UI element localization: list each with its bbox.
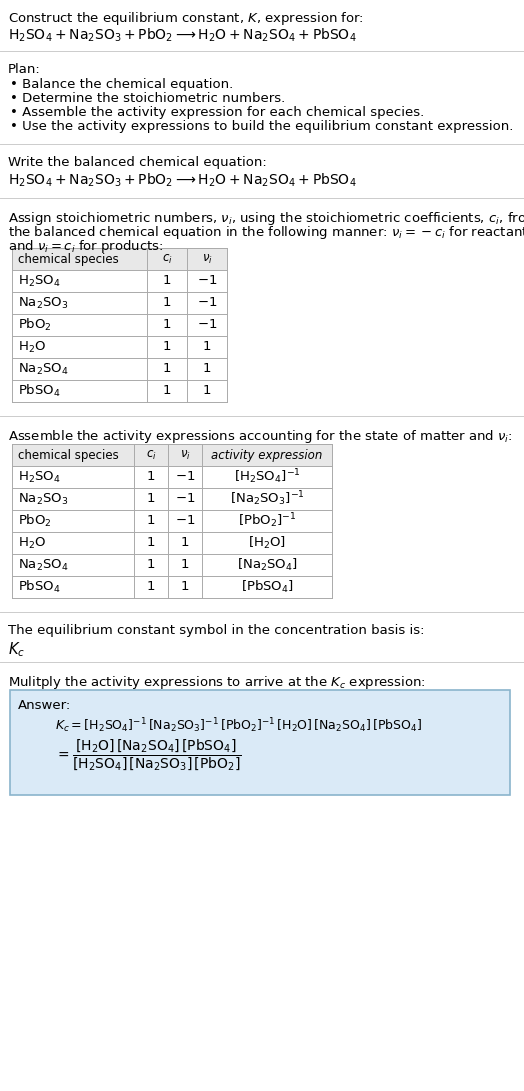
Text: $c_i$: $c_i$	[161, 252, 172, 265]
Text: 1: 1	[147, 492, 155, 505]
Text: $-1$: $-1$	[197, 297, 217, 310]
Bar	[12, 380, 227, 401]
Text: Construct the equilibrium constant, $K$, expression for:: Construct the equilibrium constant, $K$,…	[8, 10, 364, 27]
Bar	[12, 248, 227, 269]
Bar	[12, 444, 332, 466]
Bar	[12, 576, 332, 598]
Text: 1: 1	[147, 559, 155, 572]
Text: $\mathrm{Na_2SO_3}$: $\mathrm{Na_2SO_3}$	[18, 296, 69, 311]
Text: 1: 1	[163, 384, 171, 397]
Text: activity expression: activity expression	[211, 448, 323, 461]
Text: $\mathrm{H_2O}$: $\mathrm{H_2O}$	[18, 339, 46, 355]
Text: $-1$: $-1$	[175, 515, 195, 528]
Text: 1: 1	[147, 515, 155, 528]
Bar	[12, 488, 332, 509]
Text: $\mathrm{Na_2SO_3}$: $\mathrm{Na_2SO_3}$	[18, 491, 69, 506]
Text: chemical species: chemical species	[18, 252, 119, 265]
Text: $-1$: $-1$	[197, 275, 217, 288]
Text: 1: 1	[163, 275, 171, 288]
Text: 1: 1	[163, 362, 171, 375]
Bar	[12, 336, 227, 358]
Text: $1$: $1$	[202, 340, 212, 353]
Text: $\mathrm{PbO_2}$: $\mathrm{PbO_2}$	[18, 513, 52, 529]
Text: • Determine the stoichiometric numbers.: • Determine the stoichiometric numbers.	[10, 92, 285, 105]
Text: $\mathrm{PbO_2}$: $\mathrm{PbO_2}$	[18, 317, 52, 333]
Text: $c_i$: $c_i$	[146, 448, 156, 461]
Text: $\mathrm{PbSO_4}$: $\mathrm{PbSO_4}$	[18, 383, 61, 399]
Text: the balanced chemical equation in the following manner: $\nu_i = -c_i$ for react: the balanced chemical equation in the fo…	[8, 224, 524, 241]
Text: $[\mathrm{H_2SO_4}]^{-1}$: $[\mathrm{H_2SO_4}]^{-1}$	[234, 468, 300, 487]
Text: $1$: $1$	[202, 362, 212, 375]
Text: chemical species: chemical species	[18, 448, 119, 461]
Bar	[12, 554, 332, 576]
Text: Answer:: Answer:	[18, 699, 71, 712]
Text: $\mathrm{Na_2SO_4}$: $\mathrm{Na_2SO_4}$	[18, 558, 69, 573]
Text: 1: 1	[163, 340, 171, 353]
Bar	[12, 314, 227, 336]
Text: $-1$: $-1$	[175, 492, 195, 505]
Text: $\mathrm{H_2SO_4}$: $\mathrm{H_2SO_4}$	[18, 274, 61, 288]
Text: 1: 1	[147, 580, 155, 594]
Text: $\nu_i$: $\nu_i$	[180, 448, 190, 461]
Text: $\mathrm{H_2SO_4}$: $\mathrm{H_2SO_4}$	[18, 469, 61, 484]
FancyBboxPatch shape	[10, 690, 510, 795]
Text: $K_c$: $K_c$	[8, 640, 25, 659]
Text: $\mathrm{PbSO_4}$: $\mathrm{PbSO_4}$	[18, 579, 61, 595]
Text: $-1$: $-1$	[197, 319, 217, 332]
Text: $1$: $1$	[180, 559, 190, 572]
Text: $\mathrm{Na_2SO_4}$: $\mathrm{Na_2SO_4}$	[18, 361, 69, 376]
Text: Assemble the activity expressions accounting for the state of matter and $\nu_i$: Assemble the activity expressions accoun…	[8, 428, 512, 445]
Text: • Assemble the activity expression for each chemical species.: • Assemble the activity expression for e…	[10, 106, 424, 119]
Text: $1$: $1$	[202, 384, 212, 397]
Text: 1: 1	[163, 297, 171, 310]
Text: Plan:: Plan:	[8, 63, 41, 76]
Bar	[12, 269, 227, 292]
Bar	[12, 532, 332, 554]
Text: $[\mathrm{Na_2SO_4}]$: $[\mathrm{Na_2SO_4}]$	[236, 556, 298, 573]
Bar	[12, 466, 332, 488]
Text: $\mathrm{H_2SO_4 + Na_2SO_3 + PbO_2 \longrightarrow H_2O + Na_2SO_4 + PbSO_4}$: $\mathrm{H_2SO_4 + Na_2SO_3 + PbO_2 \lon…	[8, 27, 357, 45]
Text: Assign stoichiometric numbers, $\nu_i$, using the stoichiometric coefficients, $: Assign stoichiometric numbers, $\nu_i$, …	[8, 209, 524, 227]
Text: $\nu_i$: $\nu_i$	[202, 252, 212, 265]
Text: 1: 1	[147, 537, 155, 550]
Text: $\mathrm{H_2O}$: $\mathrm{H_2O}$	[18, 536, 46, 551]
Text: $K_c = [\mathrm{H_2SO_4}]^{-1}\,[\mathrm{Na_2SO_3}]^{-1}\,[\mathrm{PbO_2}]^{-1}\: $K_c = [\mathrm{H_2SO_4}]^{-1}\,[\mathrm…	[55, 716, 422, 734]
Text: $[\mathrm{PbO_2}]^{-1}$: $[\mathrm{PbO_2}]^{-1}$	[238, 512, 296, 530]
Text: Write the balanced chemical equation:: Write the balanced chemical equation:	[8, 156, 267, 169]
Text: • Balance the chemical equation.: • Balance the chemical equation.	[10, 77, 233, 91]
Bar	[12, 509, 332, 532]
Bar	[12, 358, 227, 380]
Text: The equilibrium constant symbol in the concentration basis is:: The equilibrium constant symbol in the c…	[8, 624, 424, 637]
Text: $\mathrm{H_2SO_4 + Na_2SO_3 + PbO_2 \longrightarrow H_2O + Na_2SO_4 + PbSO_4}$: $\mathrm{H_2SO_4 + Na_2SO_3 + PbO_2 \lon…	[8, 172, 357, 190]
Text: Mulitply the activity expressions to arrive at the $K_c$ expression:: Mulitply the activity expressions to arr…	[8, 674, 426, 691]
Text: $= \dfrac{[\mathrm{H_2O}]\,[\mathrm{Na_2SO_4}]\,[\mathrm{PbSO_4}]}{[\mathrm{H_2S: $= \dfrac{[\mathrm{H_2O}]\,[\mathrm{Na_2…	[55, 738, 242, 774]
Text: 1: 1	[147, 470, 155, 483]
Text: $1$: $1$	[180, 537, 190, 550]
Text: • Use the activity expressions to build the equilibrium constant expression.: • Use the activity expressions to build …	[10, 120, 514, 133]
Text: $1$: $1$	[180, 580, 190, 594]
Text: 1: 1	[163, 319, 171, 332]
Text: and $\nu_i = c_i$ for products:: and $\nu_i = c_i$ for products:	[8, 238, 163, 255]
Text: $[\mathrm{Na_2SO_3}]^{-1}$: $[\mathrm{Na_2SO_3}]^{-1}$	[230, 490, 304, 508]
Text: $-1$: $-1$	[175, 470, 195, 483]
Bar	[12, 292, 227, 314]
Text: $[\mathrm{H_2O}]$: $[\mathrm{H_2O}]$	[248, 535, 286, 551]
Text: $[\mathrm{PbSO_4}]$: $[\mathrm{PbSO_4}]$	[241, 579, 293, 595]
